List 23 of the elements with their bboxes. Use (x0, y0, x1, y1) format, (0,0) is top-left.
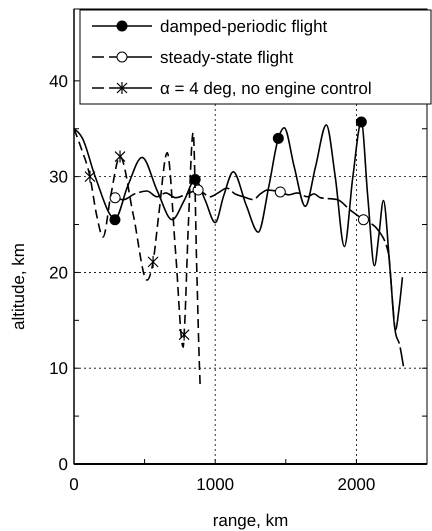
point (274, 186, 286, 198)
point (84, 170, 96, 184)
y-tick-label: 30 (49, 168, 68, 187)
point (178, 328, 190, 342)
point (356, 116, 367, 128)
point (109, 214, 120, 226)
x-tick-label: 2000 (337, 475, 376, 494)
y-tick-label: 40 (49, 72, 68, 91)
point (272, 132, 284, 144)
point (114, 150, 126, 164)
y-tick-label: 10 (49, 359, 68, 378)
point (110, 192, 121, 204)
y-axis-title: altitude, km (9, 243, 28, 330)
point (147, 255, 159, 268)
y-tick-label: 0 (58, 455, 68, 474)
point (192, 184, 204, 196)
legend-label: α = 4 deg, no engine control (160, 79, 372, 98)
legend-label: damped-periodic flight (160, 17, 328, 36)
y-tick-label: 20 (49, 263, 68, 282)
point (358, 214, 369, 226)
x-tick-label: 1000 (196, 475, 234, 494)
legend-label: steady-state flight (160, 48, 294, 67)
x-axis-title: range, km (212, 511, 288, 530)
